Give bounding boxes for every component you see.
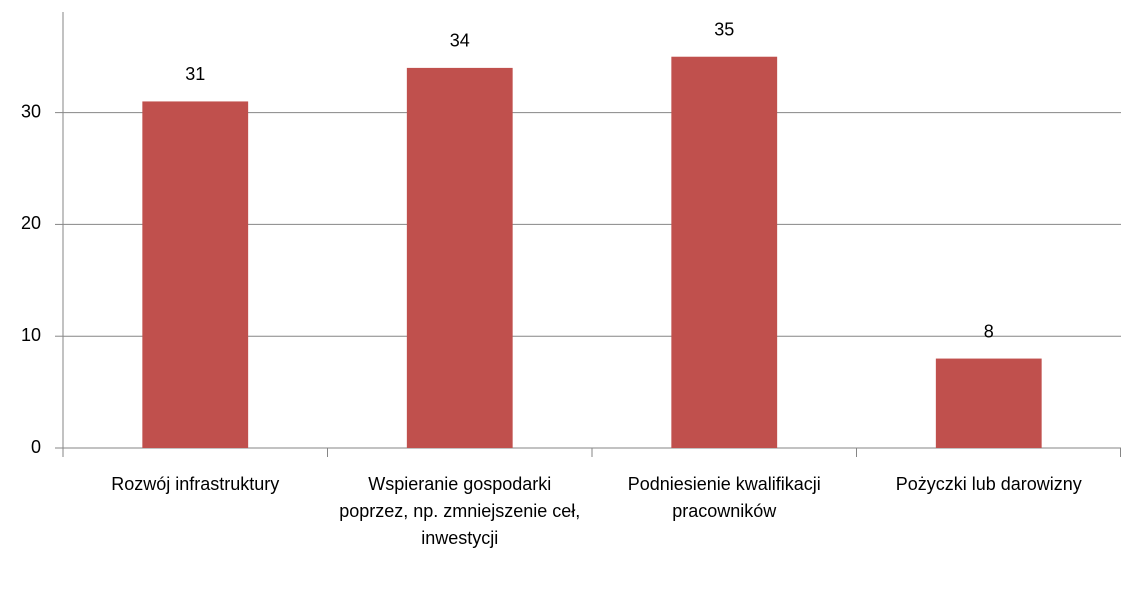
data-label: 31 xyxy=(185,64,205,84)
data-label: 34 xyxy=(450,31,470,51)
x-tick-label: Podniesienie kwalifikacji pracowników xyxy=(627,474,821,521)
y-tick-label: 30 xyxy=(21,101,41,121)
bar xyxy=(935,358,1042,448)
data-label: 8 xyxy=(984,321,994,341)
x-tick-label: Pożyczki lub darowizny xyxy=(895,474,1082,494)
bar xyxy=(671,56,778,448)
x-tick-label: Rozwój infrastruktury xyxy=(111,474,280,494)
y-tick-label: 10 xyxy=(21,325,41,345)
data-label: 35 xyxy=(714,19,734,39)
x-tick-label: Wspieranie gospodarki poprzez, np. zmnie… xyxy=(339,474,581,548)
y-tick-label: 20 xyxy=(21,213,41,233)
bar xyxy=(406,67,513,449)
bar xyxy=(142,101,249,448)
y-tick-label: 0 xyxy=(31,437,41,457)
